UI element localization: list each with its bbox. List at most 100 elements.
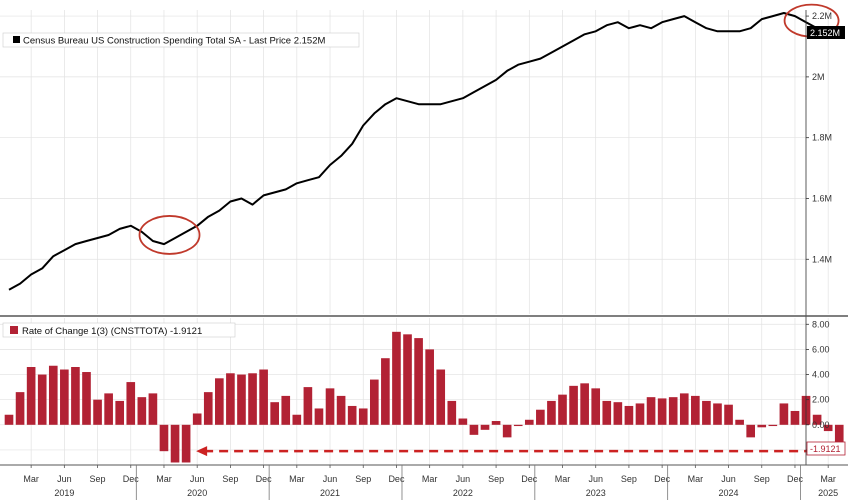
lower-y-tick-label: 4.00 xyxy=(812,370,830,380)
bar-2019-01 xyxy=(4,414,14,425)
x-year-label: 2022 xyxy=(453,488,473,498)
bar-2022-03 xyxy=(425,349,434,425)
bar-2022-09 xyxy=(491,421,501,425)
x-month-label: Mar xyxy=(156,474,172,484)
bar-2023-03 xyxy=(558,394,567,425)
bar-2024-04 xyxy=(702,400,711,425)
bar-2021-02 xyxy=(281,395,291,425)
x-year-label: 2020 xyxy=(187,488,207,498)
bar-2021-03 xyxy=(292,414,302,425)
bar-2024-07 xyxy=(735,419,744,425)
bar-2021-05 xyxy=(314,408,324,425)
line-legend-swatch xyxy=(13,36,20,43)
x-month-label: Dec xyxy=(256,474,273,484)
bar-2020-02 xyxy=(148,393,158,425)
x-month-label: Jun xyxy=(323,474,338,484)
x-month-label: Dec xyxy=(654,474,671,484)
upper-y-axis: 1.4M 1.6M 1.8M 2M 2.2M xyxy=(806,11,832,264)
x-month-label: Dec xyxy=(388,474,405,484)
bar-2023-10 xyxy=(635,403,645,425)
bar-2024-10 xyxy=(768,424,778,427)
bar-2023-11 xyxy=(646,397,656,425)
x-month-label: Mar xyxy=(688,474,704,484)
x-month-label: Sep xyxy=(621,474,637,484)
x-month-label: Jun xyxy=(190,474,205,484)
x-month-label: Sep xyxy=(488,474,504,484)
bar-2019-03 xyxy=(26,367,36,425)
upper-legend: Census Bureau US Construction Spending T… xyxy=(2,32,360,48)
x-month-label: Jun xyxy=(721,474,736,484)
bar-2021-06 xyxy=(325,388,335,425)
bar-2022-11 xyxy=(513,424,523,427)
x-month-label: Mar xyxy=(555,474,571,484)
bar-2021-01 xyxy=(270,402,279,425)
bar-2023-01 xyxy=(536,409,545,425)
line-last-value-text: 2.152M xyxy=(810,28,840,38)
bar-2022-02 xyxy=(414,338,423,425)
upper-y-tick-label: 2.2M xyxy=(812,11,832,21)
bar-2023-12 xyxy=(657,398,667,425)
bar-last-value-text: -1.9121 xyxy=(810,444,841,454)
bar-2019-12 xyxy=(126,382,136,425)
bar-2024-08 xyxy=(746,424,756,438)
bar-2022-07 xyxy=(469,424,479,435)
bar-2019-06 xyxy=(60,369,69,425)
x-year-label: 2021 xyxy=(320,488,340,498)
bar-2020-09 xyxy=(226,373,235,425)
upper-y-tick-label: 1.8M xyxy=(812,133,832,143)
bar-2022-10 xyxy=(502,424,512,438)
dashed-arrow-head xyxy=(196,446,208,457)
lower-y-axis: 8.006.004.002.000.00-2.00 xyxy=(806,319,833,455)
bar-2020-03 xyxy=(159,424,169,452)
bar-2019-09 xyxy=(93,399,102,425)
bar-2023-02 xyxy=(547,400,556,425)
x-month-label: Sep xyxy=(222,474,238,484)
x-month-label: Sep xyxy=(90,474,106,484)
line-last-value-tag: 2.152M xyxy=(807,26,845,39)
x-month-label: Mar xyxy=(422,474,438,484)
bar-2024-11 xyxy=(779,403,789,425)
x-year-label: 2019 xyxy=(54,488,74,498)
bar-2020-06 xyxy=(192,413,202,425)
spending-line-path xyxy=(8,12,840,291)
upper-grid xyxy=(0,10,829,314)
bar-2022-05 xyxy=(447,400,457,425)
bar-2024-01 xyxy=(668,397,678,425)
bar-2021-10 xyxy=(369,379,379,425)
x-month-label: Sep xyxy=(355,474,371,484)
bar-2023-05 xyxy=(580,383,589,425)
bar-2020-07 xyxy=(203,392,213,425)
bar-2020-11 xyxy=(248,373,257,425)
x-month-label: Jun xyxy=(57,474,72,484)
bar-2023-04 xyxy=(569,385,578,425)
highlight-circle-2020 xyxy=(138,215,201,255)
bar-2024-09 xyxy=(757,424,767,428)
bar-2021-07 xyxy=(336,395,346,425)
bar-2019-11 xyxy=(115,400,125,425)
lower-legend: Rate of Change 1(3) (CNSTTOTA) -1.9121 xyxy=(2,322,236,338)
bar-2020-04 xyxy=(170,424,180,463)
bar-2023-08 xyxy=(613,402,623,425)
bar-2020-05 xyxy=(181,424,191,463)
x-month-label: Dec xyxy=(123,474,140,484)
bar-2022-08 xyxy=(480,424,490,430)
rate-of-change-bars xyxy=(4,331,844,463)
bar-2023-09 xyxy=(624,405,634,425)
x-year-label: 2023 xyxy=(586,488,606,498)
bar-2019-05 xyxy=(48,365,58,425)
bar-2023-06 xyxy=(591,388,601,425)
x-month-label: Jun xyxy=(456,474,471,484)
upper-y-tick-label: 1.4M xyxy=(812,254,832,264)
bar-2020-10 xyxy=(237,374,246,425)
bar-2025-02 xyxy=(812,414,822,425)
bar-2020-12 xyxy=(259,369,268,425)
bar-2019-07 xyxy=(71,367,80,425)
bar-2019-08 xyxy=(82,372,91,425)
bar-2022-04 xyxy=(436,369,446,425)
bar-2021-11 xyxy=(381,358,390,425)
line-legend-text: Census Bureau US Construction Spending T… xyxy=(23,36,325,47)
bar-legend-text: Rate of Change 1(3) (CNSTTOTA) -1.9121 xyxy=(22,326,202,337)
bar-2025-03 xyxy=(823,424,833,432)
bar-legend-swatch xyxy=(10,326,18,334)
